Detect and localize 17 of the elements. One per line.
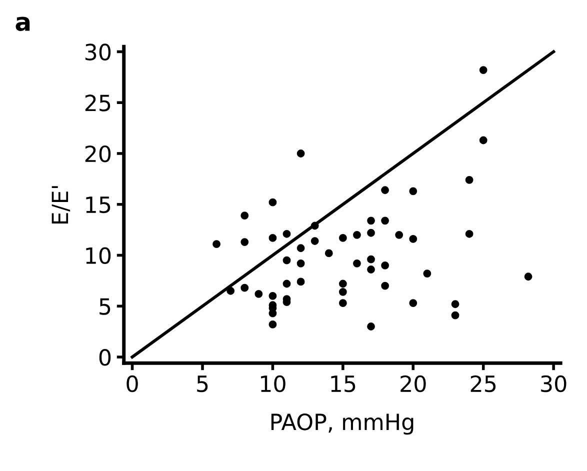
x-axis-title: PAOP, mmHg [271, 414, 414, 435]
x-tick-label: 10 [261, 375, 286, 392]
x-tick-label: 15 [331, 376, 356, 392]
y-tick-label: 10 [86, 247, 111, 264]
y-tick-label: 5 [100, 298, 110, 315]
chart-title: a [16, 16, 30, 32]
y-axis-title: E/E' [52, 186, 70, 224]
y-tick-label: 15 [86, 196, 110, 214]
y-tick-label: 30 [85, 44, 111, 60]
x-tick-label: 30 [541, 375, 566, 392]
y-tick-label: 0 [99, 348, 111, 366]
x-tick-label: 0 [126, 375, 138, 392]
y-tick-label: 25 [85, 94, 110, 112]
x-tick-label: 20 [400, 375, 426, 392]
x-tick-label: 25 [470, 375, 496, 392]
x-tick-label: 5 [197, 376, 208, 392]
y-tick-label: 20 [85, 145, 111, 162]
